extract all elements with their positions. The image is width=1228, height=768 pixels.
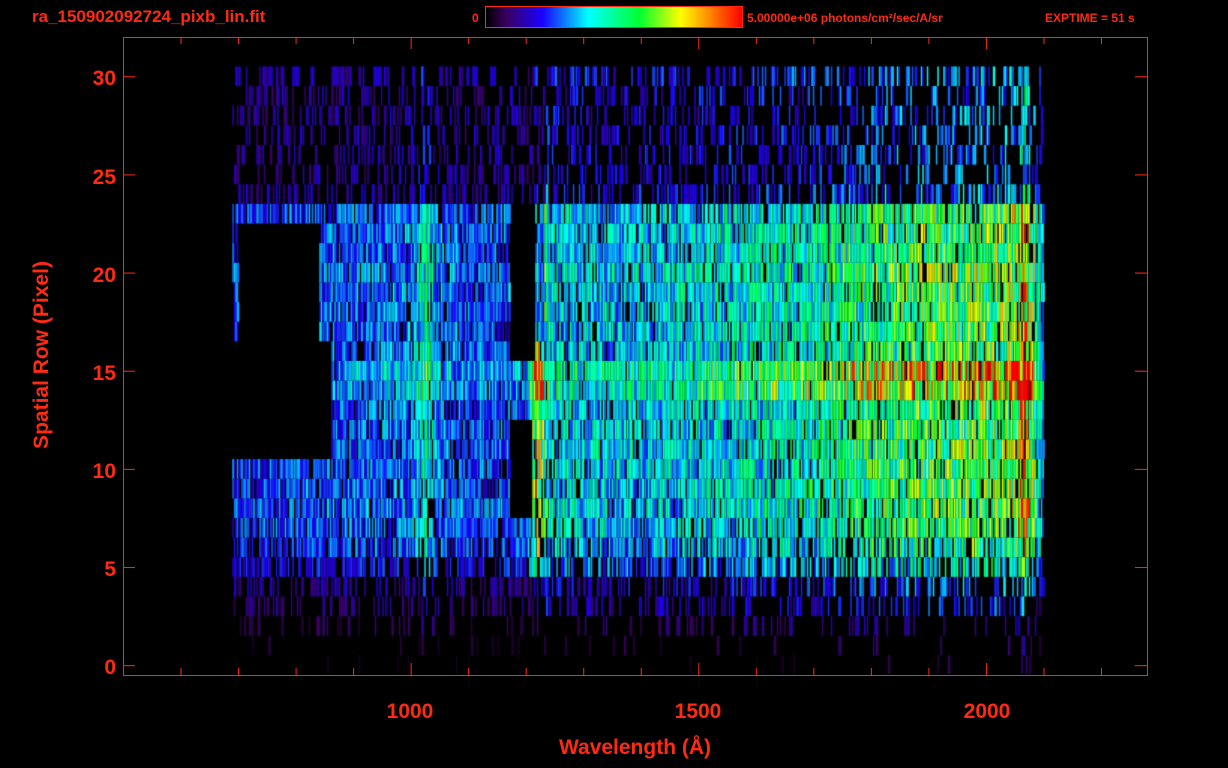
exposure-time: EXPTIME = 51 s — [1045, 11, 1135, 25]
y-tick-label: 15 — [92, 362, 116, 385]
colorbar-min-label: 0 — [472, 11, 479, 25]
x-tick-label: 2000 — [963, 700, 1011, 723]
x-tick-label: 1500 — [674, 700, 722, 723]
x-axis-label: Wavelength (Å) — [558, 736, 712, 759]
spectral-image-heatmap — [124, 38, 1146, 674]
y-tick-label: 25 — [92, 166, 116, 189]
y-axis-label: Spatial Row (Pixel) — [30, 261, 53, 449]
plot-frame — [123, 37, 1148, 676]
y-tick-label: 20 — [92, 264, 116, 287]
y-tick-label: 10 — [92, 460, 116, 483]
x-tick-label: 1000 — [386, 700, 434, 723]
colorbar — [485, 6, 743, 28]
y-tick-label: 30 — [92, 67, 116, 90]
y-tick-label: 0 — [104, 656, 116, 679]
file-title: ra_150902092724_pixb_lin.fit — [32, 7, 266, 26]
y-tick-label: 5 — [104, 558, 116, 581]
colorbar-max-label: 5.00000e+06 photons/cm²/sec/A/sr — [747, 11, 943, 25]
